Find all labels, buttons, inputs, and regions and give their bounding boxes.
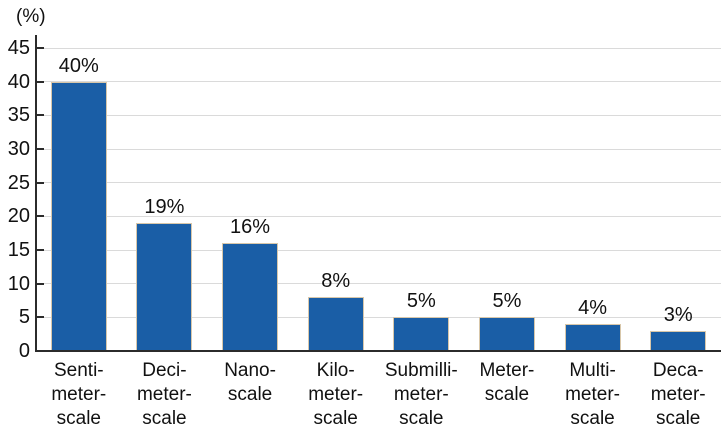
x-axis-line bbox=[35, 350, 721, 352]
y-tick-label: 45 bbox=[7, 37, 30, 59]
bar bbox=[564, 324, 621, 351]
x-category-label: Submilli- meter- scale bbox=[384, 360, 458, 429]
x-category-label: Senti- meter- scale bbox=[51, 360, 107, 429]
x-category-label: Meter- scale bbox=[479, 360, 535, 405]
y-tick-label: 15 bbox=[7, 239, 30, 261]
bar-value-label: 40% bbox=[58, 54, 99, 77]
y-tick bbox=[36, 47, 44, 49]
bar-value-label: 3% bbox=[663, 303, 693, 326]
y-axis-unit-label: (%) bbox=[16, 6, 46, 27]
bar bbox=[307, 297, 364, 351]
bar-value-label: 19% bbox=[144, 196, 185, 219]
gridline bbox=[36, 47, 721, 49]
gridline bbox=[36, 81, 721, 83]
x-category-label: Multi- meter- scale bbox=[565, 360, 621, 429]
y-tick-label: 20 bbox=[7, 205, 30, 228]
gridline bbox=[36, 249, 721, 251]
y-axis-line bbox=[35, 35, 37, 352]
bar bbox=[650, 330, 707, 351]
gridline bbox=[36, 182, 721, 184]
bar bbox=[478, 317, 535, 351]
gridline bbox=[36, 316, 721, 318]
y-tick bbox=[36, 148, 44, 150]
bar-value-label: 16% bbox=[230, 216, 271, 239]
gridline bbox=[36, 215, 721, 217]
gridline bbox=[36, 114, 721, 116]
y-tick bbox=[36, 249, 44, 251]
y-tick-label: 30 bbox=[7, 138, 30, 160]
bar-value-label: 8% bbox=[321, 270, 351, 293]
y-tick-label: 10 bbox=[7, 272, 30, 295]
bar-value-label: 5% bbox=[406, 290, 436, 313]
gridline bbox=[36, 283, 721, 285]
bar bbox=[393, 317, 450, 351]
x-category-label: Nano- scale bbox=[224, 360, 276, 405]
y-tick bbox=[36, 316, 44, 319]
bar bbox=[222, 243, 279, 351]
y-tick-label: 0 bbox=[18, 340, 30, 362]
x-category-label: Deca- meter- scale bbox=[650, 360, 706, 429]
bar bbox=[50, 81, 107, 351]
gridline bbox=[36, 148, 721, 150]
y-tick bbox=[36, 80, 44, 83]
y-tick bbox=[36, 215, 44, 218]
x-category-label: Deci- meter- scale bbox=[136, 360, 192, 429]
y-tick-label: 40 bbox=[7, 70, 30, 93]
y-tick bbox=[36, 282, 44, 285]
y-tick-label: 5 bbox=[18, 306, 30, 329]
x-category-label: Kilo- meter- scale bbox=[308, 360, 364, 429]
bar bbox=[136, 223, 193, 351]
bar-value-label: 5% bbox=[492, 290, 522, 313]
y-tick bbox=[36, 114, 44, 117]
bar-value-label: 4% bbox=[578, 297, 608, 320]
y-tick-label: 25 bbox=[7, 171, 30, 194]
y-tick-label: 35 bbox=[7, 104, 30, 127]
y-tick bbox=[36, 181, 44, 184]
